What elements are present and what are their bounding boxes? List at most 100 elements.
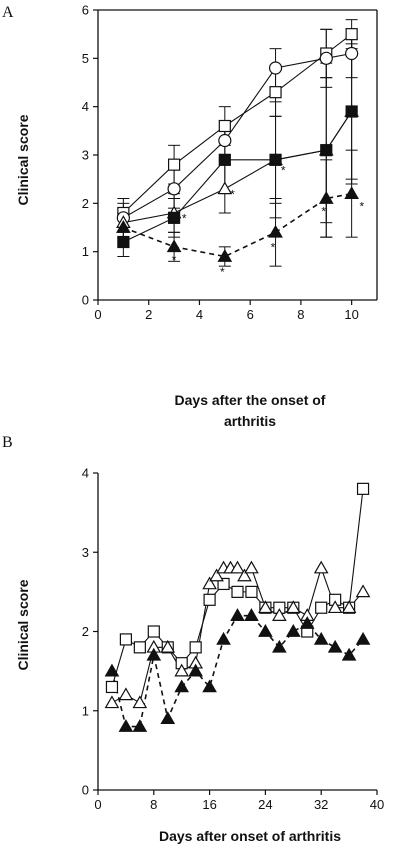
panel-a-series-4-line [123, 111, 353, 243]
panel-a-series-4-point [320, 144, 333, 157]
panel-b-series-2-point [341, 600, 357, 614]
panel-a-series-1-point [167, 158, 181, 171]
panel-b-y-tick-label: 4 [82, 466, 89, 481]
panel-b-series-1-point [217, 577, 230, 591]
panel-a-series-5-point [217, 248, 233, 262]
panel-a-series-1-point [218, 119, 231, 133]
panel-b-series-1-point [119, 633, 133, 646]
panel-b-series-3-point [355, 631, 371, 645]
panel-a-series-2-point [167, 182, 181, 196]
panel-b-series-1-point [203, 593, 216, 606]
panel-a-significance-marker: * [230, 188, 235, 202]
panel-a-series-2-point [319, 51, 333, 65]
panel-b-x-tick-label: 32 [314, 797, 328, 812]
panel-a-significance-marker: * [182, 212, 187, 226]
panel-b-series-3-point [327, 639, 343, 653]
panel-a-letter: A [2, 4, 14, 21]
panel-a-series-2-point [268, 61, 283, 75]
panel-a-series-5-line [123, 192, 352, 258]
panel-a-series-2-point [218, 133, 232, 148]
panel-b-series-1-point [315, 601, 328, 614]
panel-b-series-1-point [231, 585, 244, 598]
panel-b-series-2-point [174, 663, 190, 677]
panel-b-series-3-point [299, 616, 315, 629]
panel-a-significance-marker: * [220, 265, 225, 279]
panel-b-series-3-point [216, 631, 231, 645]
panel-b-series-1-point [133, 641, 146, 654]
panel-b-x-tick-label: 0 [94, 797, 101, 812]
panel-b-series-2-point [313, 560, 329, 574]
panel-b-series-2-point [237, 568, 252, 582]
panel-b-series-2-point [230, 560, 245, 574]
panel-a-y-tick-label: 2 [82, 196, 89, 211]
panel-b-series-2-point [327, 600, 343, 614]
panel-a-series-2-line [123, 52, 352, 219]
panel-a-series-4-point [269, 153, 282, 166]
panel-b-letter: B [2, 434, 13, 451]
panel-b-series-2-point [104, 695, 120, 709]
panel-a-y-tick-label: 1 [82, 244, 89, 259]
panel-a-significance-marker: * [172, 253, 177, 267]
panel-b-series-3-point [272, 639, 287, 653]
panel-b-series-2-point [132, 695, 148, 709]
panel-a-series-5-point [166, 239, 182, 253]
panel-b-series-2-point [160, 639, 176, 653]
panel-a-series-5-point [268, 224, 283, 238]
panel-a-series-5-point [344, 186, 359, 199]
panel-b-series-3-point [188, 663, 203, 677]
panel-a-x-axis-title-line-2: arthritis [224, 413, 276, 429]
panel-b-series-3-point [258, 623, 273, 637]
panel-a-x-tick-label: 0 [94, 307, 101, 322]
panel-b-series-2-point [258, 600, 273, 614]
panel-b-y-tick-label: 1 [82, 703, 89, 718]
panel-b-series-1-point [147, 625, 160, 638]
panel-b-x-tick-label: 24 [258, 797, 272, 812]
panel-a-significance-marker: * [321, 146, 326, 160]
panel-b-y-tick-label: 0 [82, 783, 89, 798]
panel-b-series-2-point [285, 600, 301, 614]
panel-a-series-2-point [345, 46, 359, 61]
panel-a-x-tick-label: 8 [297, 307, 304, 322]
panel-b-plot-area: 0 8 16 24 32 40 0 1 2 3 4 [82, 466, 384, 813]
panel-a-x-tick-label: 6 [247, 307, 254, 322]
panel-a-y-axis-title: Clinical score [15, 114, 31, 205]
panel-b-series-3-point [174, 679, 190, 693]
panel-a-x-tick-label: 2 [145, 307, 152, 322]
panel-a-series-1-point [269, 86, 282, 99]
panel-b-series-3-point [160, 711, 176, 725]
panel-b-series-3-point [104, 663, 120, 677]
panel-a-series-4-point [117, 235, 130, 249]
panel-b-x-tick-label: 16 [202, 797, 216, 812]
panel-b-series-1-point [105, 680, 119, 694]
panel-b-series-3-point [118, 719, 134, 732]
panel-b-x-tick-label: 8 [150, 797, 157, 812]
panel-a-y-tick-label: 4 [82, 99, 89, 114]
panel-a-y-tick-label: 3 [82, 148, 89, 163]
panel-a-y-tick-label: 5 [82, 51, 89, 66]
panel-b-series-2-point [118, 687, 134, 701]
panel-b-series-3-point [244, 608, 259, 621]
panel-b-series-2-point [202, 576, 217, 590]
panel-a-y-tick-label: 6 [82, 3, 89, 18]
panel-b-series-3-point [132, 719, 148, 732]
panel-a-x-axis-title-line-1: Days after the onset of [175, 392, 326, 408]
panel-a-series-3-point [217, 181, 233, 195]
panel-a-significance-marker: * [321, 204, 326, 218]
panel-b-x-axis-title: Days after onset of arthritis [159, 828, 341, 844]
panel-b-x-tick-label: 40 [370, 797, 384, 812]
panel-a-series-1-point [345, 28, 358, 41]
panel-b-series-2-point [244, 560, 259, 574]
panel-a-series-1-line [122, 33, 352, 214]
panel-b-series-3-point [202, 679, 217, 693]
panel-a-x-tick-label: 4 [196, 307, 203, 322]
panel-a-series-3-line [123, 111, 353, 224]
panel-b-y-tick-label: 2 [82, 624, 89, 639]
panel-a-x-tick-label: 10 [344, 307, 358, 322]
panel-b-series-2-point [209, 568, 224, 582]
panel-b-series-3-point [146, 647, 162, 661]
panel-b-series-2-point [355, 584, 371, 598]
panel-a-significance-marker: * [281, 163, 286, 177]
panel-b-series-1-point [245, 585, 258, 598]
panel-a-series-4-point [345, 105, 358, 118]
